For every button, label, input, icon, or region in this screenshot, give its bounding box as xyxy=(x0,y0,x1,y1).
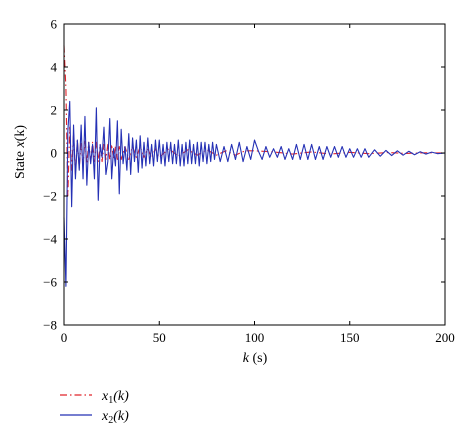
x-axis-label: k (s) xyxy=(243,351,268,366)
y-tick-label: 6 xyxy=(51,17,58,32)
x-tick-label: 150 xyxy=(340,330,360,345)
plot-area xyxy=(63,45,446,287)
x-tick-label: 200 xyxy=(435,330,455,345)
axes: 0 50 100 150 200 −8 −6 −4 −2 0 2 4 6 xyxy=(43,17,455,346)
y-tick-label: 4 xyxy=(51,60,58,75)
y-tick-label: −8 xyxy=(43,318,57,333)
legend-label-x2: x2(k) xyxy=(101,409,129,426)
x-tick-label: 50 xyxy=(153,330,166,345)
y-tick-label: −4 xyxy=(43,232,57,247)
y-axis-label: State x(k) xyxy=(13,125,28,179)
legend-label-x1: x1(k) xyxy=(101,389,129,406)
series-line-1 xyxy=(63,45,446,197)
y-tick-label: 0 xyxy=(51,146,58,161)
y-tick-label: −2 xyxy=(43,189,57,204)
x-tick-label: 100 xyxy=(245,330,265,345)
y-tick-label: 2 xyxy=(51,103,58,118)
plot-frame xyxy=(63,23,446,326)
legend: x1(k) x2(k) xyxy=(60,389,129,426)
y-tick-label: −6 xyxy=(43,275,57,290)
series-line-2 xyxy=(63,100,446,287)
x-tick-label: 0 xyxy=(61,330,68,345)
